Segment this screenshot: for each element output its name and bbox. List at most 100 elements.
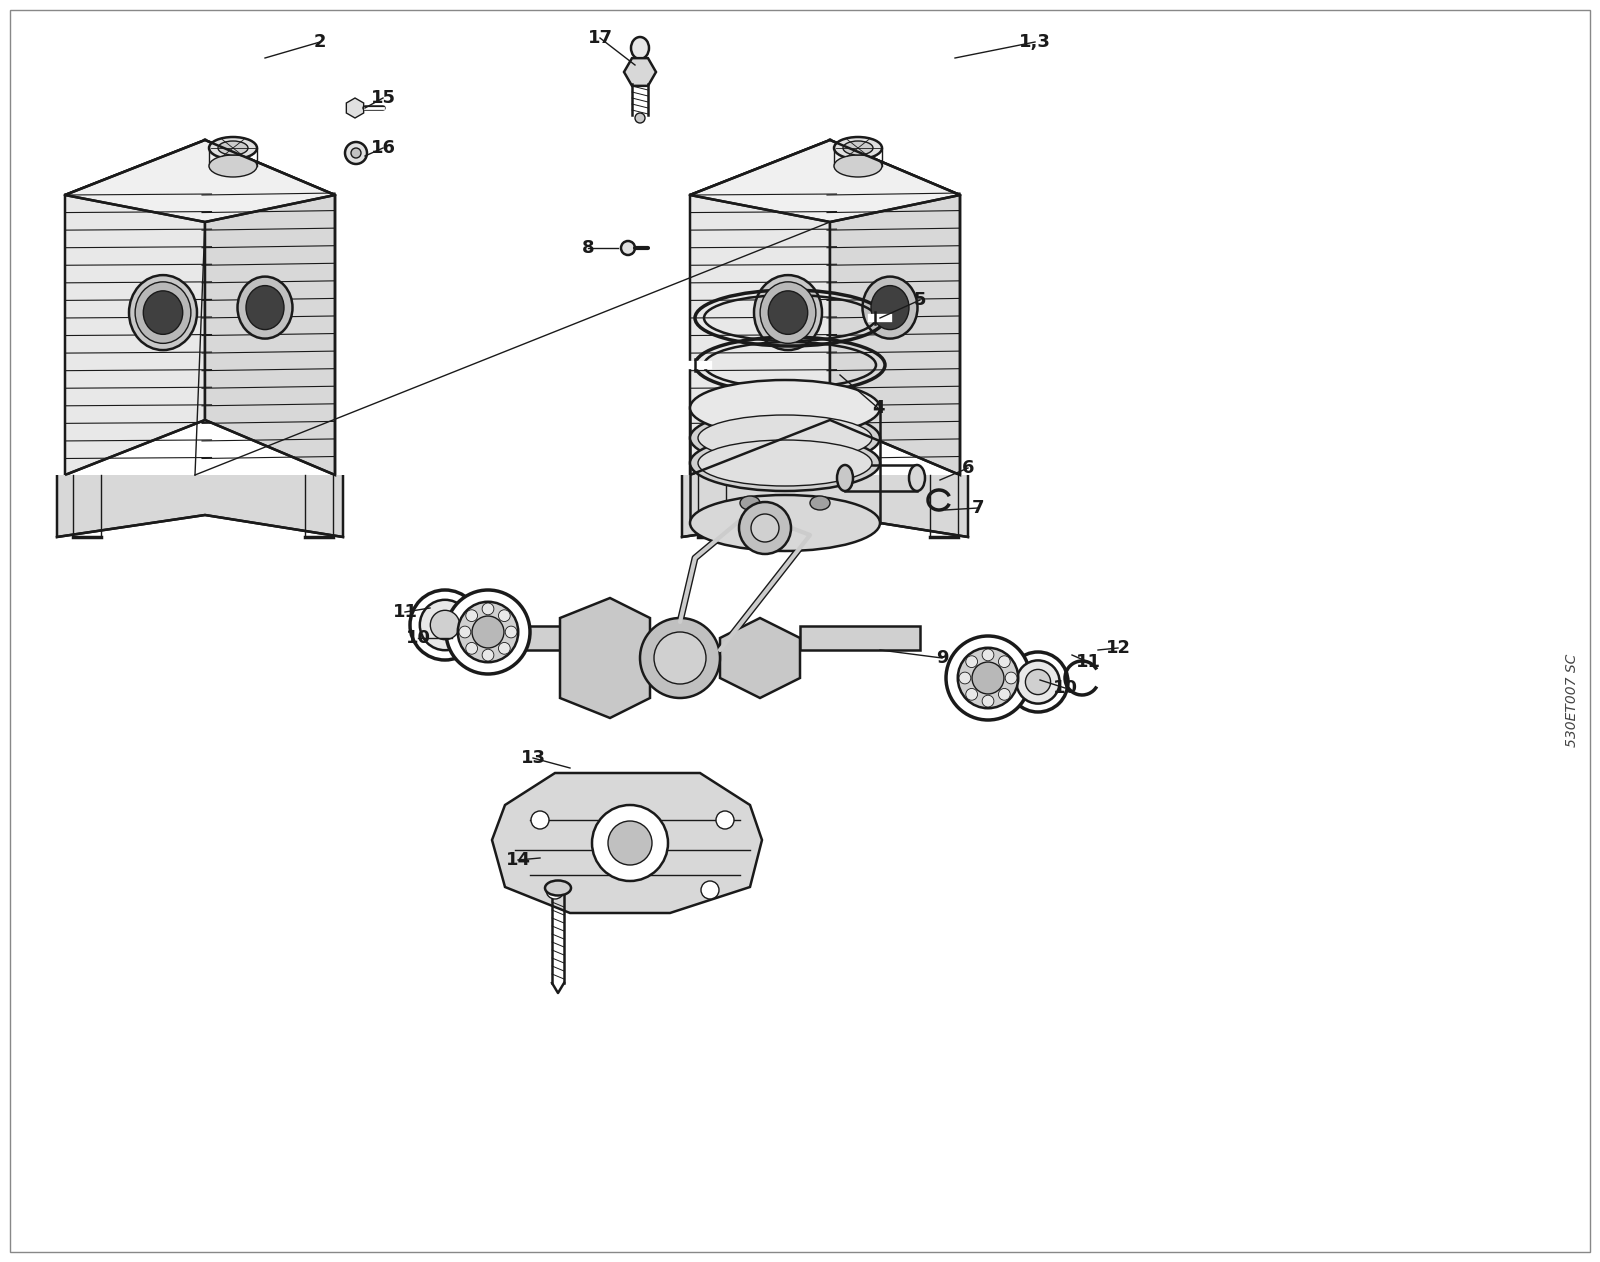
Bar bbox=[800, 626, 920, 650]
Circle shape bbox=[482, 603, 494, 615]
Circle shape bbox=[966, 689, 978, 700]
Ellipse shape bbox=[810, 496, 830, 510]
Polygon shape bbox=[205, 140, 334, 475]
Circle shape bbox=[459, 626, 470, 637]
Ellipse shape bbox=[210, 155, 258, 177]
Text: 16: 16 bbox=[371, 139, 395, 156]
Circle shape bbox=[958, 647, 1018, 708]
Ellipse shape bbox=[246, 285, 285, 329]
Circle shape bbox=[430, 611, 459, 640]
Ellipse shape bbox=[698, 440, 872, 486]
Text: 5: 5 bbox=[914, 292, 926, 309]
Text: 17: 17 bbox=[587, 29, 613, 47]
Circle shape bbox=[458, 602, 518, 663]
Circle shape bbox=[531, 811, 549, 829]
Polygon shape bbox=[560, 598, 650, 718]
Circle shape bbox=[346, 143, 366, 164]
Ellipse shape bbox=[768, 290, 808, 334]
Text: 13: 13 bbox=[520, 750, 546, 767]
Circle shape bbox=[739, 502, 790, 554]
Circle shape bbox=[499, 642, 510, 654]
Text: 10: 10 bbox=[1053, 679, 1077, 697]
Circle shape bbox=[350, 148, 362, 158]
Circle shape bbox=[1008, 652, 1069, 712]
Ellipse shape bbox=[546, 881, 571, 896]
Text: 2: 2 bbox=[314, 33, 326, 50]
Circle shape bbox=[640, 618, 720, 698]
Ellipse shape bbox=[870, 285, 909, 329]
Text: 11: 11 bbox=[392, 603, 418, 621]
Circle shape bbox=[966, 656, 978, 668]
Ellipse shape bbox=[754, 275, 822, 350]
Ellipse shape bbox=[834, 155, 882, 177]
Polygon shape bbox=[720, 618, 800, 698]
Polygon shape bbox=[66, 140, 334, 222]
Circle shape bbox=[998, 656, 1010, 668]
Circle shape bbox=[506, 626, 517, 637]
Circle shape bbox=[635, 114, 645, 122]
Circle shape bbox=[1005, 673, 1018, 684]
Circle shape bbox=[958, 673, 971, 684]
Text: 9: 9 bbox=[936, 649, 949, 668]
Circle shape bbox=[1026, 669, 1051, 694]
Ellipse shape bbox=[218, 141, 248, 155]
Circle shape bbox=[1016, 660, 1059, 704]
Circle shape bbox=[750, 514, 779, 541]
Circle shape bbox=[946, 636, 1030, 721]
Circle shape bbox=[410, 591, 480, 660]
Polygon shape bbox=[493, 774, 762, 912]
Ellipse shape bbox=[837, 464, 853, 491]
Ellipse shape bbox=[630, 37, 650, 59]
Ellipse shape bbox=[237, 276, 293, 338]
Circle shape bbox=[592, 805, 669, 881]
Text: 8: 8 bbox=[582, 239, 594, 257]
Text: 12: 12 bbox=[1106, 639, 1131, 658]
Ellipse shape bbox=[210, 138, 258, 159]
Ellipse shape bbox=[134, 281, 190, 343]
Ellipse shape bbox=[909, 464, 925, 491]
Circle shape bbox=[499, 610, 510, 622]
Circle shape bbox=[482, 649, 494, 661]
Text: 4: 4 bbox=[872, 399, 885, 416]
Circle shape bbox=[546, 881, 563, 899]
Circle shape bbox=[419, 599, 470, 650]
Text: 14: 14 bbox=[506, 851, 531, 870]
Circle shape bbox=[466, 642, 477, 654]
Ellipse shape bbox=[144, 290, 182, 334]
Circle shape bbox=[701, 881, 718, 899]
Bar bbox=[510, 626, 595, 650]
Text: 10: 10 bbox=[405, 628, 430, 647]
Circle shape bbox=[717, 811, 734, 829]
Ellipse shape bbox=[130, 275, 197, 350]
Polygon shape bbox=[682, 475, 968, 538]
Ellipse shape bbox=[834, 138, 882, 159]
Circle shape bbox=[472, 616, 504, 647]
Circle shape bbox=[446, 591, 530, 674]
Circle shape bbox=[654, 632, 706, 684]
Text: 7: 7 bbox=[971, 498, 984, 517]
Ellipse shape bbox=[739, 496, 760, 510]
Ellipse shape bbox=[698, 415, 872, 461]
Circle shape bbox=[982, 695, 994, 707]
Ellipse shape bbox=[690, 380, 880, 435]
Circle shape bbox=[973, 663, 1003, 694]
Ellipse shape bbox=[690, 495, 880, 551]
Polygon shape bbox=[690, 140, 960, 222]
Circle shape bbox=[466, 610, 477, 622]
Circle shape bbox=[982, 649, 994, 661]
Text: 530ET007 SC: 530ET007 SC bbox=[1565, 654, 1579, 747]
Ellipse shape bbox=[690, 410, 880, 466]
Circle shape bbox=[608, 822, 653, 864]
Polygon shape bbox=[58, 475, 342, 538]
Ellipse shape bbox=[843, 141, 874, 155]
Text: 1,3: 1,3 bbox=[1019, 33, 1051, 50]
Ellipse shape bbox=[862, 276, 917, 338]
Text: 11: 11 bbox=[1075, 652, 1101, 671]
Polygon shape bbox=[66, 140, 205, 475]
Polygon shape bbox=[690, 140, 830, 475]
Polygon shape bbox=[830, 140, 960, 475]
Text: 15: 15 bbox=[371, 90, 395, 107]
Ellipse shape bbox=[760, 281, 816, 343]
Circle shape bbox=[621, 241, 635, 255]
Ellipse shape bbox=[690, 435, 880, 491]
